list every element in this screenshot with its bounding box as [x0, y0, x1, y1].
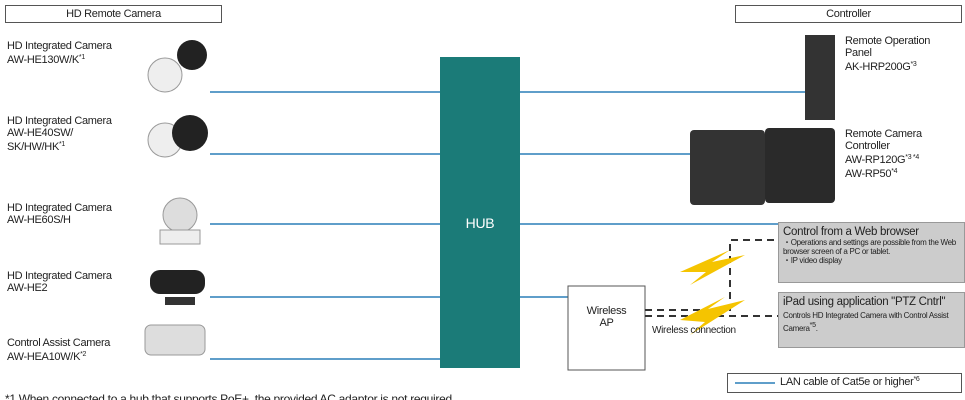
text: AW-HE60S/H [7, 214, 71, 226]
web-box: Control from a Web browser ・Operations a… [778, 222, 965, 283]
ap-box [567, 285, 646, 371]
text: HD Integrated Camera [7, 202, 112, 214]
text: AK-HRP200G [845, 61, 911, 73]
note: *1 [78, 54, 85, 61]
title: Control from a Web browser [783, 226, 919, 238]
header: HD Remote Camera [5, 5, 222, 23]
text: Panel [845, 47, 872, 59]
note: *6 [913, 376, 920, 383]
camera-label: HD Integrated Camera AW-HE60S/H [7, 202, 112, 226]
note: *2 [80, 351, 87, 358]
camera-icons [144, 40, 208, 356]
hub [440, 57, 520, 368]
wireless-label: Wireless connection [652, 325, 736, 336]
note: *4 [891, 168, 898, 175]
text: AP [599, 317, 614, 329]
text: HD Integrated Camera [7, 40, 112, 52]
legend: LAN cable of Cat5e or higher*6 [727, 373, 962, 393]
text: LAN cable of Cat5e or higher [780, 376, 914, 388]
bullet: ・IP video display [783, 256, 842, 265]
text: Control Assist Camera [7, 337, 111, 349]
bolt [680, 297, 745, 335]
text: AW-RP50 [845, 168, 892, 180]
text: SK/HW/HK [7, 141, 59, 153]
text: Controls HD Integrated Camera with Contr… [783, 311, 949, 333]
bullet: ・Operations and settings are possible fr… [783, 238, 956, 256]
text: Controller [845, 140, 890, 152]
camera-label: HD Integrated Camera AW-HE130W/K*1 [7, 40, 112, 66]
text: AW-HE2 [7, 282, 48, 294]
controller-icons [690, 35, 835, 205]
text: AW-HEA10W/K [7, 351, 81, 363]
ap-label: Wireless AP [568, 305, 645, 329]
text: AW-RP120G [845, 154, 906, 166]
hub-label: HUB [465, 215, 495, 231]
text: . [815, 324, 818, 333]
camera-label: HD Integrated Camera AW-HE2 [7, 270, 112, 294]
text: AW-HE130W/K [7, 54, 79, 66]
text: Wireless [586, 305, 627, 317]
controller-label: Remote Camera Controller AW-RP120G*3 *4 AW-… [845, 128, 922, 180]
camera-label: Control Assist Camera AW-HEA10W/K*2 [7, 337, 110, 363]
text: HD Integrated Camera [7, 270, 112, 282]
title: iPad using application "PTZ Cntrl" [783, 296, 946, 308]
lan-lines [210, 91, 805, 384]
camera-label: HD Integrated Camera AW-HE40SW/SK/HW/HK*1 [7, 115, 112, 153]
footnote: *1 When connected to a hub that supports… [5, 392, 455, 400]
ipad-box: iPad using application "PTZ Cntrl" Contr… [778, 292, 965, 348]
note: *5 [809, 322, 816, 329]
text: Remote Camera [845, 128, 922, 140]
text: AW-HE40SW/ [7, 127, 74, 139]
bolt [680, 250, 745, 285]
controller-label: Remote Operation Panel AK-HRP200G*3 [845, 35, 930, 73]
note: *1 [59, 141, 66, 148]
header: Controller [735, 5, 962, 23]
text: Remote Operation [845, 35, 931, 47]
note: *3 [910, 61, 917, 68]
note: *3 *4 [905, 154, 919, 161]
text: HD Integrated Camera [7, 115, 112, 127]
